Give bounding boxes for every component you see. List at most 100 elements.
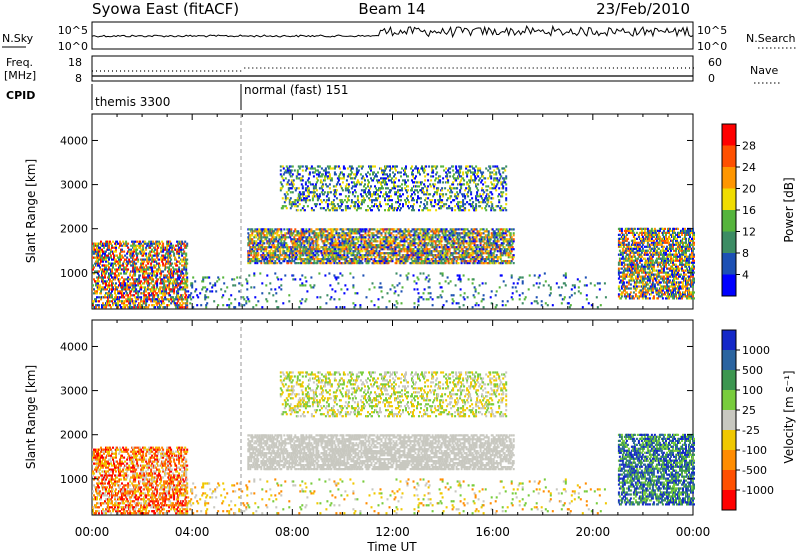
power-cell	[499, 230, 501, 232]
power-cell	[185, 261, 187, 263]
power-cell	[362, 199, 364, 201]
power-cell	[382, 248, 384, 250]
power-cell	[293, 179, 295, 181]
power-cell	[128, 288, 130, 290]
power-cell	[373, 260, 375, 262]
power-cell	[94, 243, 96, 245]
power-cell	[162, 245, 164, 247]
power-cell	[385, 258, 387, 260]
power-cell	[491, 232, 493, 234]
power-cell	[386, 230, 388, 232]
power-cell	[496, 254, 498, 256]
power-cell	[270, 232, 272, 234]
power-cell	[137, 245, 139, 247]
power-cell	[121, 255, 123, 257]
power-cell	[101, 270, 103, 272]
power-cell	[492, 228, 494, 230]
power-cell	[486, 228, 488, 230]
power-cell	[477, 256, 479, 258]
power-cell	[384, 246, 386, 248]
power-cell	[176, 272, 178, 274]
power-cell	[204, 276, 206, 278]
power-cell	[280, 228, 282, 230]
power-cell	[399, 242, 401, 244]
power-cell	[251, 240, 253, 242]
power-cell	[181, 306, 183, 308]
power-cell	[446, 256, 448, 258]
power-cell	[284, 238, 286, 240]
power-cell	[488, 232, 490, 234]
power-cell	[312, 256, 314, 258]
power-cell	[103, 243, 105, 245]
power-cell	[364, 242, 366, 244]
power-cell	[294, 169, 296, 171]
power-cell	[373, 232, 375, 234]
power-cell	[286, 165, 288, 167]
power-cell	[159, 290, 161, 292]
power-cell	[259, 244, 261, 246]
power-cell	[182, 272, 184, 274]
power-cell	[178, 266, 180, 268]
power-cell	[449, 236, 451, 238]
power-cell	[115, 302, 117, 304]
power-cell	[360, 238, 362, 240]
power-cell	[470, 260, 472, 262]
power-cell	[365, 236, 367, 238]
power-cell	[167, 243, 169, 245]
power-cell	[335, 240, 337, 242]
freq-right-tick-top: 60	[708, 56, 722, 69]
power-cell	[350, 232, 352, 234]
power-cell	[183, 243, 185, 245]
power-cell	[297, 171, 299, 173]
power-cell	[369, 242, 371, 244]
power-cell	[148, 292, 150, 294]
power-cell	[415, 250, 417, 252]
power-cell	[302, 185, 304, 187]
power-cell	[257, 248, 259, 250]
power-cell	[329, 175, 331, 177]
power-cell	[108, 302, 110, 304]
power-cell	[273, 240, 275, 242]
power-cell	[316, 173, 318, 175]
power-cell	[314, 167, 316, 169]
power-cell	[357, 246, 359, 248]
power-cell	[321, 201, 323, 203]
power-cell	[98, 270, 100, 272]
power-cell	[266, 234, 268, 236]
power-cell	[248, 258, 250, 260]
power-cell	[115, 249, 117, 251]
power-cell	[309, 173, 311, 175]
power-cell	[347, 242, 349, 244]
power-cell	[369, 173, 371, 175]
power-cell	[142, 245, 144, 247]
power-cell	[319, 187, 321, 189]
power-cell	[298, 165, 300, 167]
power-cell	[224, 290, 226, 292]
power-cell	[182, 294, 184, 296]
power-cell	[404, 246, 406, 248]
power-cell	[257, 254, 259, 256]
power-cell	[124, 284, 126, 286]
power-cell	[185, 264, 187, 266]
power-cell	[383, 230, 385, 232]
power-cell	[441, 238, 443, 240]
power-cell	[382, 187, 384, 189]
power-cell	[311, 191, 313, 193]
power-cell	[445, 262, 447, 264]
power-cell	[161, 298, 163, 300]
power-cell	[377, 228, 379, 230]
power-cell	[97, 278, 99, 280]
power-cell	[166, 257, 168, 259]
power-cell	[377, 189, 379, 191]
power-cell	[151, 257, 153, 259]
power-cell	[327, 205, 329, 207]
power-cell	[395, 238, 397, 240]
power-cell	[141, 300, 143, 302]
power-cell	[118, 259, 120, 261]
power-cell	[406, 240, 408, 242]
power-cell	[428, 258, 430, 260]
power-cell	[381, 177, 383, 179]
power-cell	[266, 258, 268, 260]
power-cell	[129, 278, 131, 280]
